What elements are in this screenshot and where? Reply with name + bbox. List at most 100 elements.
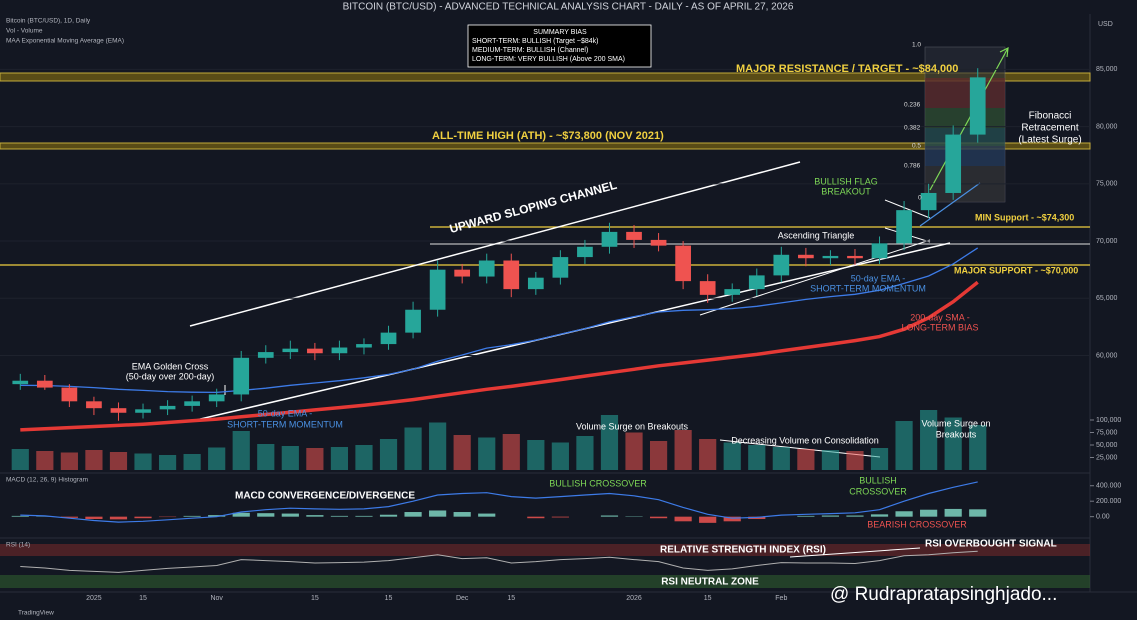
- volume-bar: [85, 450, 103, 470]
- fib-zone: [925, 128, 1005, 146]
- annotation: MAJOR SUPPORT - ~$70,000: [954, 265, 1078, 275]
- fib-zone: [925, 78, 1005, 108]
- candle-body: [675, 245, 691, 282]
- candle-body: [135, 409, 151, 413]
- macd-histogram-bar: [797, 515, 815, 517]
- volume-bar: [920, 410, 938, 470]
- summary-box: SUMMARY BIAS SHORT-TERM: BULLISH (Target…: [467, 24, 652, 68]
- candle-body: [331, 347, 348, 354]
- annotation: SHORT-TERM MOMENTUM: [227, 419, 343, 429]
- annotation: BREAKOUT: [821, 186, 871, 196]
- annotation: LONG-TERM BIAS: [901, 322, 978, 332]
- macd-histogram-bar: [208, 515, 226, 517]
- macd-histogram-bar: [674, 516, 692, 522]
- y-tick-label: 85,000: [1096, 66, 1118, 73]
- x-tick-label: 15: [507, 595, 515, 602]
- volume-bar: [183, 454, 201, 470]
- macd-histogram-bar: [895, 511, 913, 517]
- volume-bar: [404, 427, 422, 470]
- volume-bar: [625, 432, 643, 470]
- macd-histogram-bar: [551, 516, 569, 518]
- annotation: BULLISH: [859, 475, 897, 485]
- x-tick-label: 15: [385, 595, 393, 602]
- annotation: 50-day EMA -: [851, 273, 906, 283]
- volume-bar: [11, 449, 29, 470]
- candle-body: [650, 239, 667, 246]
- annotation: (50-day over 200-day): [126, 371, 215, 381]
- volume-tick-label: 25,000: [1096, 454, 1118, 461]
- brand: TradingView: [18, 610, 54, 617]
- fib-zone: [925, 108, 1005, 128]
- volume-bar: [846, 451, 864, 470]
- volume-bar: [306, 448, 324, 470]
- candle-body: [429, 269, 446, 310]
- fib-level: 0.382: [904, 125, 921, 132]
- y-tick-label: 80,000: [1096, 123, 1118, 130]
- macd-histogram-bar: [379, 514, 398, 517]
- volume-bar: [969, 425, 987, 470]
- macd-histogram-bar: [699, 516, 717, 523]
- chart-title: BITCOIN (BTC/USD) - ADVANCED TECHNICAL A…: [343, 2, 794, 13]
- macd-histogram-bar: [846, 515, 864, 517]
- macd-histogram-bar: [527, 516, 545, 519]
- summary-frame: [467, 24, 652, 68]
- macd-histogram-bar: [649, 516, 668, 519]
- candle-body: [847, 255, 863, 259]
- volume-bar: [551, 442, 569, 470]
- candle-body: [405, 309, 421, 333]
- volume-bar: [36, 451, 54, 470]
- volume-bar: [821, 450, 840, 470]
- volume-bar: [330, 447, 349, 470]
- volume-bar: [208, 447, 226, 470]
- annotation: BEARISH CROSSOVER: [867, 519, 967, 529]
- macd-histogram-bar: [109, 516, 128, 520]
- volume-bar: [281, 446, 299, 470]
- x-tick-label: 2026: [626, 595, 642, 602]
- volume-bar: [797, 449, 815, 470]
- volume-bar: [429, 422, 447, 470]
- y-tick-label: 70,000: [1096, 238, 1118, 245]
- annotation: Breakouts: [936, 429, 977, 439]
- panel-label: RSI (14): [6, 542, 30, 549]
- candle-body: [110, 408, 127, 413]
- volume-bar: [379, 439, 398, 470]
- fib-trend: [919, 182, 981, 227]
- annotation: (Latest Surge): [1018, 135, 1081, 146]
- macd-histogram-bar: [478, 513, 496, 517]
- macd-histogram-bar: [306, 515, 324, 517]
- y-tick-label: 75,000: [1096, 181, 1118, 188]
- candle-body: [184, 401, 200, 406]
- x-tick-label: Dec: [456, 595, 469, 602]
- macd-histogram-bar: [134, 516, 152, 519]
- volume-bar: [895, 421, 913, 470]
- macd-histogram-bar: [257, 513, 275, 517]
- candle-body: [233, 357, 250, 395]
- y-tick-label: 65,000: [1096, 295, 1118, 302]
- candle-body: [527, 277, 544, 290]
- fib-level: 1.0: [912, 42, 921, 49]
- annotation: 200-day SMA -: [910, 312, 970, 322]
- annotation: 50-day EMA -: [258, 408, 313, 418]
- annotation: Volume Surge on Breakouts: [576, 421, 689, 431]
- volume-tick-label: 50,000: [1096, 442, 1118, 449]
- volume-bar: [60, 452, 78, 470]
- candle-body: [307, 348, 323, 354]
- volume-bar: [944, 417, 962, 470]
- panel-label: MACD (12, 26, 9) Histogram: [6, 477, 88, 484]
- summary-line: MEDIUM-TERM: BULLISH (Channel): [472, 47, 588, 54]
- legend-line: Bitcoin (BTC/USD), 1D, Daily: [6, 18, 91, 25]
- rsi-line: [20, 550, 978, 573]
- currency-label: USD: [1098, 21, 1113, 28]
- x-tick-label: Feb: [775, 595, 787, 602]
- watermark: @ Rudrapratapsinghjado...: [830, 584, 1057, 605]
- volume-bar: [674, 430, 692, 470]
- candle-body: [822, 255, 839, 259]
- fib-level: 0.5: [912, 143, 921, 150]
- candle-body: [773, 254, 790, 276]
- annotation: BULLISH FLAG: [814, 176, 878, 186]
- candle-body: [478, 260, 495, 277]
- volume-bar: [453, 435, 471, 470]
- candle-body: [920, 192, 937, 211]
- volume-bar: [257, 444, 275, 470]
- volume-tick-label: 100,000: [1096, 417, 1121, 424]
